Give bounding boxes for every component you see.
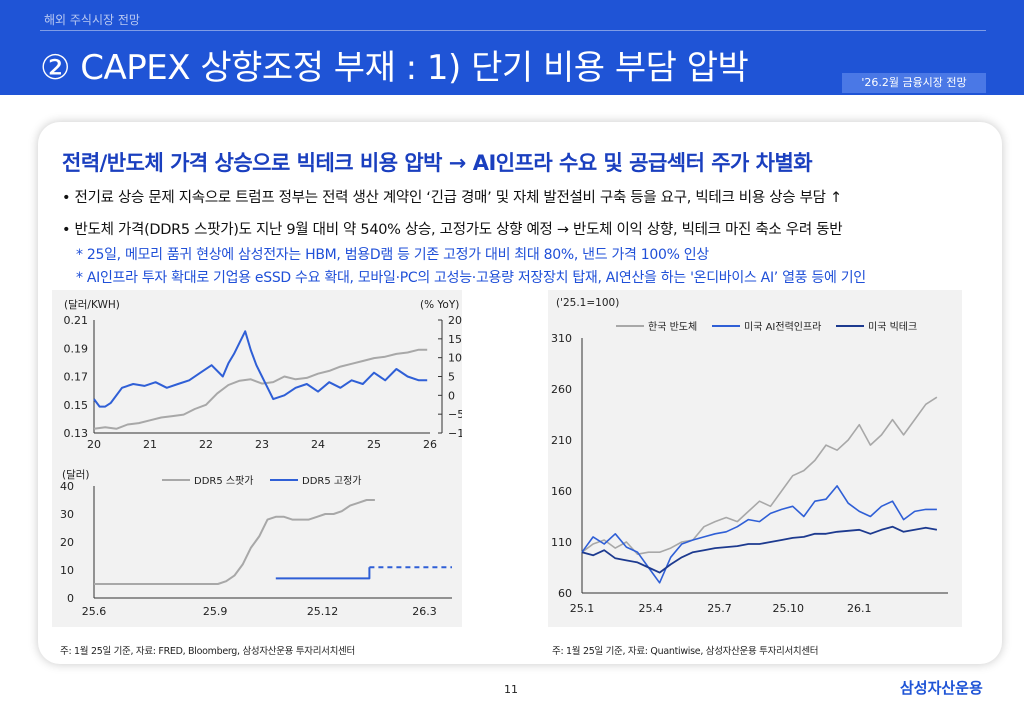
c3-ytick: 260	[551, 383, 572, 396]
c2-legend-fixed-label: DDR5 고정가	[302, 475, 362, 487]
card-heading: 전력/반도체 가격 상승으로 빅테크 비용 압박 → AI인프라 수요 및 공급…	[62, 151, 813, 175]
c1-ytick-right: 20	[448, 314, 462, 327]
c1-ytick: 0.19	[64, 342, 89, 355]
c1-xtick: 24	[311, 438, 325, 451]
c3-legend-korea-semi-label: 한국 반도체	[648, 321, 697, 333]
left-source-note: 주: 1월 25일 기준, 자료: FRED, Bloomberg, 삼성자산운…	[60, 646, 355, 657]
c3-ytick: 210	[551, 434, 572, 447]
c3-legend-us-ai-power-label: 미국 AI전력인프라	[744, 321, 821, 333]
c2-ytick: 0	[67, 592, 74, 605]
right-chart-panel	[548, 290, 962, 627]
right-source-note: 주: 1월 25일 기준, 자료: Quantiwise, 삼성자산운용 투자리…	[552, 646, 819, 657]
report-tag: '26.2월 금융시장 전망	[842, 73, 986, 93]
c1-ytick: 0.21	[64, 314, 89, 327]
page-number: 11	[504, 683, 518, 696]
c1-ytick: 0.15	[64, 399, 89, 412]
c3-series-us-bigtech	[581, 525, 938, 574]
left-chart-panel	[52, 290, 462, 627]
c1-ytick-right: 15	[448, 333, 462, 346]
chart3-ylabel: ('25.1=100)	[556, 297, 619, 309]
c1-series-price	[93, 348, 428, 430]
c1-ytick: 0.17	[64, 371, 89, 384]
c2-series-spot	[94, 499, 375, 585]
c3-xtick: 25.7	[707, 602, 732, 615]
c3-xtick: 26.1	[847, 602, 872, 615]
c3-series-us-ai-power	[581, 485, 937, 584]
c2-ytick: 40	[60, 480, 74, 493]
c1-series-yoy	[93, 330, 428, 408]
c1-ytick-right: −10	[448, 427, 462, 440]
c1-xtick: 20	[87, 438, 101, 451]
c2-legend-spot-label: DDR5 스팟가	[194, 475, 254, 487]
chart1-ylabel-right: (% YoY)	[420, 299, 459, 311]
sector-index-chart: ('25.1=100) 한국 반도체 미국 AI전력인프라 미국 빅테크 310 26…	[551, 297, 948, 615]
c1-xtick: 21	[143, 438, 157, 451]
c2-series-fixed	[275, 567, 371, 580]
c1-ytick: 0.13	[64, 427, 89, 440]
brand-logo: 삼성자산운용	[900, 679, 983, 697]
c2-xtick: 25.12	[307, 605, 339, 618]
c2-xtick: 26.3	[412, 605, 437, 618]
c1-ytick-right: 0	[448, 389, 455, 402]
chart1-ylabel: (달러/KWH)	[64, 299, 120, 311]
c3-xtick: 25.10	[773, 602, 805, 615]
subnote-samsung: * 25일, 메모리 품귀 현상에 삼성전자는 HBM, 범용D램 등 기존 고…	[76, 247, 709, 263]
title-divider	[40, 30, 986, 31]
c3-series-korea-semi	[581, 396, 938, 556]
c3-ytick: 60	[558, 587, 572, 600]
c1-ytick-right: 5	[448, 371, 455, 384]
c1-ytick-right: 10	[448, 352, 462, 365]
ddr5-chart: (달러) DDR5 스팟가 DDR5 고정가 40 30 20 10 0 25.6 25.9 2…	[60, 469, 452, 618]
c2-ytick: 10	[60, 564, 74, 577]
c3-xtick: 25.4	[639, 602, 664, 615]
c3-ytick: 310	[551, 332, 572, 345]
c1-ytick-right: −5	[448, 408, 462, 421]
c2-ytick: 30	[60, 508, 74, 521]
c3-legend-us-bigtech-label: 미국 빅테크	[868, 321, 917, 333]
c2-ytick: 20	[60, 536, 74, 549]
bullet-semiconductor: • 반도체 가격(DDR5 스팟가)도 지난 9월 대비 약 540% 상승, …	[62, 222, 843, 238]
c3-ytick: 110	[551, 536, 572, 549]
c3-xtick: 25.1	[570, 602, 595, 615]
c2-xtick: 25.9	[203, 605, 228, 618]
breadcrumb: 해외 주식시장 전망	[44, 13, 140, 27]
page-title: ② CAPEX 상향조정 부재 : 1) 단기 비용 부담 압박	[40, 48, 749, 88]
c1-xtick: 23	[255, 438, 269, 451]
electricity-chart: (달러/KWH) (% YoY) 0.210.190.170.150.13201…	[64, 299, 463, 451]
subnote-essd: * AI인프라 투자 확대로 기업용 eSSD 수요 확대, 모바일·PC의 고…	[76, 270, 866, 286]
bullet-electricity: • 전기료 상승 문제 지속으로 트럼프 정부는 전력 생산 계약인 ‘긴급 경…	[62, 190, 842, 206]
c1-xtick: 26	[423, 438, 437, 451]
chart2-ylabel: (달러)	[62, 469, 90, 481]
c1-xtick: 25	[367, 438, 381, 451]
c2-xtick: 25.6	[82, 605, 107, 618]
c1-xtick: 22	[199, 438, 213, 451]
c3-ytick: 160	[551, 485, 572, 498]
